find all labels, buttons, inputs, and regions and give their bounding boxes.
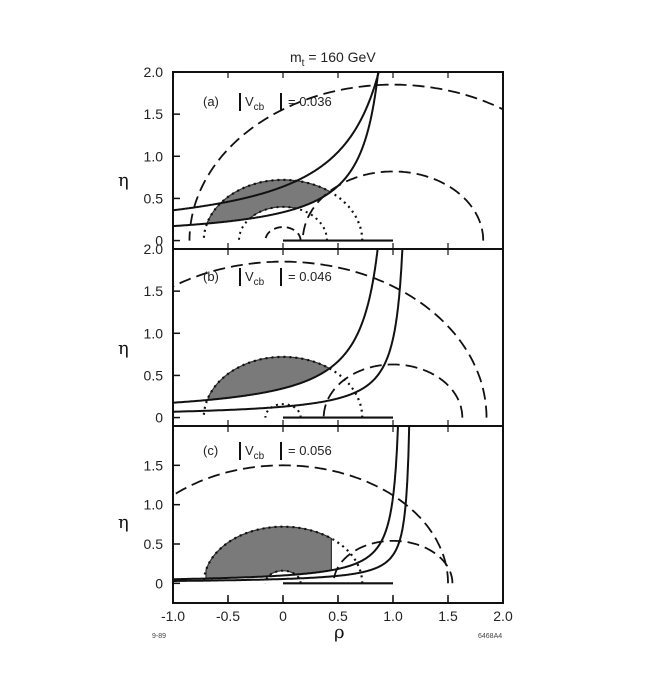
panel-b-small-dashed-circle [322,363,464,418]
panel-a-yaxis: 0 0.5 1.0 1.5 2.0 [144,64,504,249]
panel-b-large-dashed-circle [173,260,488,418]
panel-b-vcb-annotation: Vcb = 0.046 [239,268,332,288]
panel-b-vcb-sub: cb [254,277,265,288]
panel-a-vcb-annotation: Vcb = 0.036 [239,93,332,113]
panel-a-epsilon-curve-lower [173,72,380,228]
x-tick-label-6: 2.0 [493,608,513,624]
panel-b-epsilon-curve-lower [173,249,379,404]
panel-c-vcb-sub: cb [254,451,265,462]
panel-b: (b) Vcb = 0.046 0 0.5 1.0 1.5 2.0 [144,241,504,427]
panel-c-inner-dotted-circle [264,569,302,584]
panel-b-y-tick-label-0: 0 [155,410,163,426]
footer-code: 6468A4 [478,633,502,640]
panel-a-y-tick-label-2: 1.0 [144,148,164,164]
x-tick-label-3: 0.5 [328,608,348,624]
panel-c-small-dashed-circle [332,540,454,584]
panel-c-vcb-v: V [245,443,254,458]
panel-b-y-tick-label-4: 2.0 [144,241,164,257]
title-sub: t [302,58,305,69]
panel-b-vcb-value: = 0.046 [288,269,332,284]
x-tick-label-1: -0.5 [216,608,240,624]
panel-c-dotted-circle [202,525,364,584]
panel-b-y-tick-label-1: 0.5 [144,367,164,383]
panel-b-vcb-symbol: Vcb [245,269,265,288]
panel-c-curves [173,426,454,585]
panel-c-vcb-value: = 0.056 [288,443,332,458]
panel-a-vcb-symbol: Vcb [245,94,265,113]
x-tick-label-4: 1.0 [383,608,403,624]
panel-a-y-tick-label-4: 2.0 [144,64,164,80]
panel-c-vcb-annotation: Vcb = 0.056 [239,442,332,462]
panel-a-epsilon-curve-upper [173,72,380,212]
panel-a-vcb-value: = 0.036 [288,94,332,109]
panel-b-y-tick-label-2: 1.0 [144,325,164,341]
panel-a-y-tick-label-3: 1.5 [144,106,164,122]
panel-a-vcb-v: V [245,94,254,109]
panel-c-ylabel: η [118,512,129,533]
panel-b-y-tick-label-3: 1.5 [144,283,164,299]
panel-c-epsilon-curve-lower [173,426,399,581]
panel-c-large-dashed-circle [173,464,449,584]
panel-a-inner-dotted-circle [238,205,328,241]
panel-c-label: (c) [203,443,218,458]
panel-c-vcb-symbol: Vcb [245,443,265,462]
panel-c: (c) Vcb = 0.056 0 0.5 1.0 1.5 [144,425,504,604]
panel-c-y-tick-label-0: 0 [155,575,163,591]
panel-b-ylabel: η [118,338,129,359]
panel-b-inner-dotted-circle [264,403,302,418]
panel-a-inner-dashed-circle [264,226,302,241]
x-tick-label-5: 1.5 [438,608,458,624]
panel-b-yaxis: 0 0.5 1.0 1.5 2.0 [144,241,504,426]
panel-c-y-tick-label-3: 1.5 [144,457,164,473]
panel-b-epsilon-curve-upper [173,249,404,413]
panel-a-label: (a) [203,94,219,109]
panel-c-y-tick-label-2: 1.0 [144,497,164,513]
panel-c-allowed-region [205,526,332,580]
panel-b-label: (b) [203,269,219,284]
footer-date: 9-89 [152,633,166,640]
x-tick-label-2: 0 [279,608,287,624]
title-prefix: m [290,49,302,65]
panel-a-curves [173,72,503,242]
panel-a-y-tick-label-1: 0.5 [144,190,164,206]
panel-a-ylabel: η [118,170,129,191]
panel-a: (a) Vcb = 0.036 0 0.5 1.0 1.5 2.0 [144,64,504,250]
x-axis-label: ρ [334,622,345,643]
panel-c-epsilon-curve-upper [173,426,411,582]
panel-a-small-dashed-circle [301,170,485,241]
x-tick-label-0: -1.0 [161,608,185,624]
figure-title: mt = 160 GeV [290,49,376,69]
panel-b-curves [173,249,488,419]
panel-a-y-tick-label-0: 0 [155,233,163,249]
title-suffix: = 160 GeV [304,49,376,65]
panel-a-vcb-sub: cb [254,102,265,113]
panel-b-vcb-v: V [245,269,254,284]
panel-c-y-tick-label-1: 0.5 [144,536,164,552]
x-axis: -1.0 -0.5 0 0.5 1.0 1.5 2.0 [161,595,513,624]
